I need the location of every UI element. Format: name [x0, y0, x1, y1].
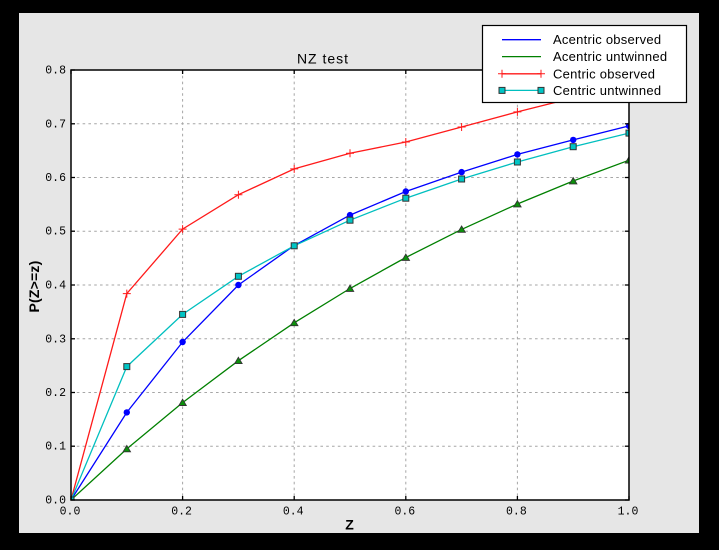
svg-text:Centric observed: Centric observed	[553, 66, 655, 81]
svg-text:0.8: 0.8	[506, 506, 527, 519]
svg-text:0.6: 0.6	[394, 506, 415, 519]
svg-text:0.7: 0.7	[45, 118, 66, 131]
svg-text:Acentric observed: Acentric observed	[553, 32, 661, 47]
svg-text:0.4: 0.4	[283, 506, 304, 519]
svg-text:0.1: 0.1	[45, 441, 66, 454]
svg-text:0.3: 0.3	[45, 333, 66, 346]
svg-text:0.4: 0.4	[45, 280, 66, 293]
svg-text:0.8: 0.8	[45, 65, 66, 78]
svg-text:P(Z>=z): P(Z>=z)	[26, 261, 42, 313]
svg-text:0.2: 0.2	[171, 506, 192, 519]
svg-text:Z: Z	[345, 517, 354, 533]
svg-text:0.0: 0.0	[60, 506, 81, 519]
svg-text:0.2: 0.2	[45, 387, 66, 400]
svg-text:Centric untwinned: Centric untwinned	[553, 83, 661, 98]
svg-text:Acentric untwinned: Acentric untwinned	[553, 49, 667, 64]
svg-text:0.6: 0.6	[45, 172, 66, 185]
svg-text:NZ test: NZ test	[297, 51, 349, 67]
svg-text:1.0: 1.0	[618, 506, 639, 519]
svg-text:0.0: 0.0	[45, 495, 66, 508]
svg-text:0.5: 0.5	[45, 226, 66, 239]
